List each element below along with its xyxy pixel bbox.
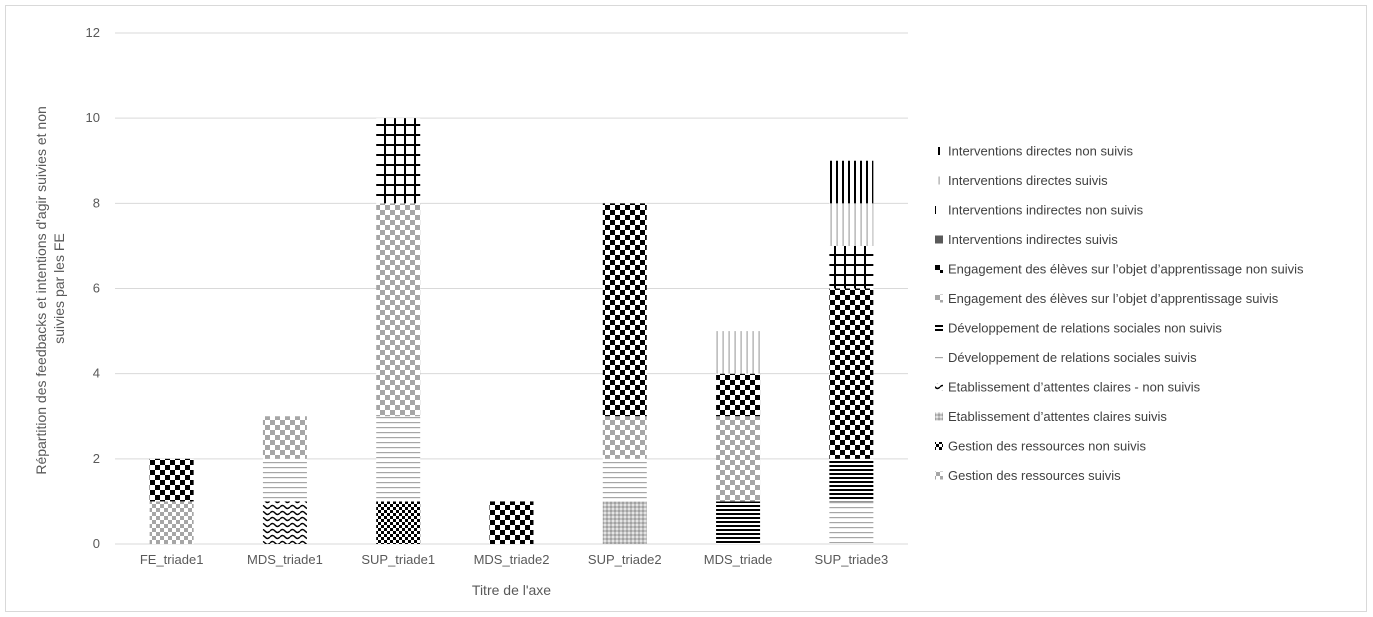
x-tick-label: SUP_triade1 <box>361 552 435 567</box>
y-axis-tick-labels: 0 2 4 6 8 10 12 <box>86 25 100 551</box>
bar-segment-MDS_triade-s6 <box>716 416 761 502</box>
legend-swatch <box>935 235 943 244</box>
bars <box>149 118 874 544</box>
y-axis-title-line-2: suivies par les FE <box>51 233 67 343</box>
bar-segment-MDS_triade-s5 <box>716 501 761 544</box>
bar-segment-FE_triade1-s0 <box>149 501 194 544</box>
y-tick-label: 0 <box>93 536 100 551</box>
legend-entry: Interventions indirectes non suivis <box>948 203 1144 218</box>
legend-swatch <box>935 353 943 362</box>
legend-swatch <box>935 324 943 332</box>
bar-segment-SUP_triade3-s9 <box>829 245 874 289</box>
y-tick-label: 12 <box>86 25 100 40</box>
legend-swatch <box>935 471 943 480</box>
legend-swatch <box>935 206 943 214</box>
bar-segment-SUP_triade3-s4 <box>829 501 874 544</box>
legend-swatch <box>935 147 943 155</box>
bar-segment-SUP_triade3-s10 <box>829 203 874 246</box>
legend-entry: Interventions indirectes suivis <box>948 232 1118 247</box>
x-tick-label: SUP_triade2 <box>588 552 662 567</box>
bar-segment-MDS_triade-s10 <box>716 331 761 374</box>
legend-entry: Interventions directes suivis <box>948 173 1108 188</box>
bar-segment-SUP_triade3-s11 <box>829 160 874 204</box>
bar-segment-SUP_triade2-s2 <box>602 501 647 544</box>
x-tick-label: MDS_triade1 <box>247 552 323 567</box>
legend-entry: Engagement des élèves sur l’objet d’appr… <box>948 291 1279 306</box>
x-tick-label: MDS_triade2 <box>474 552 550 567</box>
x-axis-tick-labels: FE_triade1 MDS_triade1 SUP_triade1 MDS_tria… <box>140 552 888 567</box>
x-tick-label: FE_triade1 <box>140 552 204 567</box>
bar-segment-SUP_triade1-s9 <box>376 118 421 204</box>
y-tick-label: 4 <box>93 366 100 381</box>
legend-entry: Gestion des ressources non suivis <box>948 439 1146 454</box>
legend-swatch <box>935 383 943 391</box>
legend-entry: Développement de relations sociales suiv… <box>948 350 1197 365</box>
bar-segment-SUP_triade2-s7 <box>602 203 647 417</box>
bar-segment-SUP_triade2-s6 <box>602 416 647 459</box>
legend-swatch <box>935 176 943 185</box>
legend-entry: Engagement des élèves sur l’objet d’appr… <box>948 262 1304 277</box>
legend-swatch <box>935 294 943 303</box>
legend-swatch <box>935 265 943 273</box>
bar-segment-SUP_triade3-s7 <box>829 288 874 459</box>
x-axis-title: Titre de l'axe <box>472 582 551 598</box>
bar-segment-SUP_triade1-s6 <box>376 203 421 417</box>
bar-segment-MDS_triade2-s7 <box>489 501 534 544</box>
legend-entry: Développement de relations sociales non … <box>948 321 1222 336</box>
y-tick-label: 8 <box>93 195 100 210</box>
bar-segment-SUP_triade3-s5 <box>829 458 874 502</box>
x-tick-label: MDS_triade <box>704 552 773 567</box>
legend-entry: Interventions directes non suivis <box>948 144 1133 159</box>
y-axis-title-line-1: Répartition des feedbacks et intentions … <box>33 106 49 474</box>
chart-frame <box>5 5 1367 612</box>
legend-entry: Etablissement d’attentes claires - non s… <box>948 380 1201 395</box>
bar-segment-MDS_triade1-s6 <box>262 416 307 459</box>
legend-swatch <box>935 442 943 450</box>
bar-segment-MDS_triade-s7 <box>716 373 761 417</box>
y-tick-label: 6 <box>93 281 100 296</box>
legend: Interventions directes non suivis Interve… <box>935 144 1304 483</box>
bar-segment-FE_triade1-s7 <box>149 458 194 502</box>
bar-segment-MDS_triade1-s4 <box>262 458 307 502</box>
bar-segment-SUP_triade1-s4 <box>376 416 421 502</box>
y-tick-label: 10 <box>86 110 100 125</box>
legend-swatch <box>935 412 943 421</box>
legend-entry: Gestion des ressources suivis <box>948 468 1121 483</box>
legend-entry: Etablissement d’attentes claires suivis <box>948 409 1167 424</box>
y-tick-label: 2 <box>93 451 100 466</box>
bar-segment-MDS_triade1-s3 <box>262 501 307 544</box>
gridlines <box>115 32 908 545</box>
y-axis-title: Répartition des feedbacks et intentions … <box>33 102 67 474</box>
x-tick-label: SUP_triade3 <box>814 552 888 567</box>
bar-segment-SUP_triade1-s1 <box>376 501 421 544</box>
bar-segment-SUP_triade2-s4 <box>602 458 647 502</box>
